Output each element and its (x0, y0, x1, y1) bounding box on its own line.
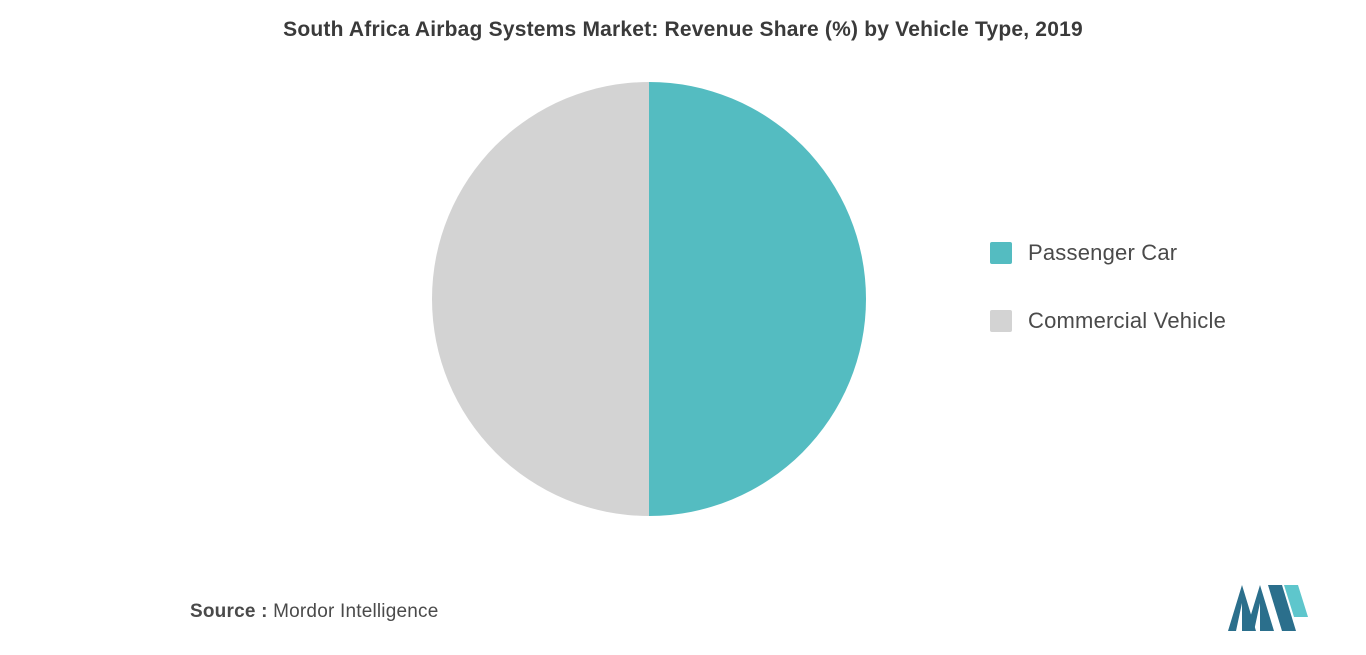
legend-label: Passenger Car (1028, 240, 1177, 266)
legend-item: Commercial Vehicle (990, 308, 1226, 334)
chart-title: South Africa Airbag Systems Market: Reve… (0, 18, 1366, 42)
legend: Passenger Car Commercial Vehicle (990, 240, 1226, 334)
legend-label: Commercial Vehicle (1028, 308, 1226, 334)
legend-item: Passenger Car (990, 240, 1226, 266)
legend-swatch (990, 310, 1012, 332)
brand-logo (1228, 585, 1308, 631)
source-prefix: Source : (190, 601, 268, 622)
brand-logo-svg (1228, 585, 1308, 631)
source-attribution: Source : Mordor Intelligence (190, 601, 439, 623)
pie-surface (432, 82, 866, 516)
legend-swatch (990, 242, 1012, 264)
source-name: Mordor Intelligence (273, 601, 438, 622)
pie-chart (432, 82, 866, 516)
